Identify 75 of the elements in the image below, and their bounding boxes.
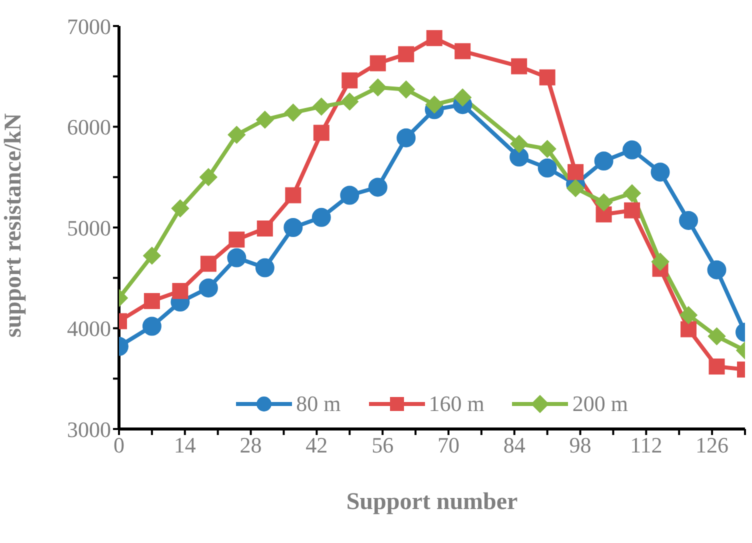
x-tick-label: 42 bbox=[306, 432, 328, 458]
point bbox=[707, 260, 726, 280]
point bbox=[284, 104, 302, 122]
y-tick-label: 5000 bbox=[67, 215, 111, 240]
point bbox=[340, 92, 359, 111]
point bbox=[199, 168, 218, 186]
point bbox=[227, 248, 246, 268]
point bbox=[624, 202, 640, 218]
point bbox=[396, 128, 416, 148]
point bbox=[453, 88, 472, 107]
point bbox=[594, 193, 613, 212]
point bbox=[228, 126, 246, 144]
point bbox=[650, 162, 670, 182]
point bbox=[255, 258, 274, 278]
point bbox=[340, 186, 360, 205]
point bbox=[172, 282, 188, 299]
x-tick-label: 126 bbox=[696, 432, 729, 458]
point bbox=[594, 152, 614, 171]
point bbox=[679, 210, 698, 230]
point bbox=[454, 43, 471, 60]
x-tick-label: 0 bbox=[114, 432, 124, 458]
point bbox=[284, 218, 303, 237]
point bbox=[256, 220, 273, 237]
point bbox=[198, 278, 218, 298]
point bbox=[370, 55, 386, 72]
point bbox=[397, 80, 416, 99]
y-axis-title: support resistance/kN bbox=[0, 112, 27, 338]
point bbox=[142, 246, 162, 265]
point bbox=[510, 147, 529, 166]
point bbox=[680, 321, 697, 338]
point bbox=[596, 206, 612, 222]
point bbox=[171, 199, 190, 218]
point bbox=[312, 208, 331, 227]
point bbox=[566, 179, 585, 198]
y-tick-label: 6000 bbox=[67, 114, 111, 140]
point bbox=[368, 78, 387, 97]
x-axis-title: Support number bbox=[346, 489, 518, 515]
legend-label: 80 m bbox=[296, 391, 341, 417]
point bbox=[622, 184, 642, 202]
point bbox=[426, 30, 442, 46]
point bbox=[425, 95, 444, 114]
point bbox=[539, 69, 556, 86]
point bbox=[511, 58, 528, 74]
point bbox=[228, 232, 245, 248]
point bbox=[368, 178, 388, 197]
x-tick-label: 112 bbox=[630, 432, 662, 458]
point bbox=[568, 164, 584, 180]
x-tick-label: 98 bbox=[569, 432, 592, 458]
point bbox=[651, 252, 670, 271]
y-tick-label: 4000 bbox=[67, 316, 111, 342]
x-tick-label: 70 bbox=[437, 432, 460, 458]
y-tick-label: 3000 bbox=[67, 416, 111, 442]
point bbox=[398, 46, 414, 62]
point bbox=[142, 316, 162, 336]
legend-label: 200 m bbox=[572, 391, 628, 417]
point bbox=[313, 124, 330, 141]
point bbox=[144, 293, 160, 310]
point bbox=[342, 72, 358, 88]
point bbox=[708, 327, 726, 346]
x-tick-label: 28 bbox=[240, 432, 262, 458]
point bbox=[622, 140, 642, 160]
x-tick-label: 56 bbox=[372, 432, 394, 458]
legend-label: 160 m bbox=[428, 391, 484, 417]
point bbox=[285, 187, 302, 204]
point bbox=[538, 158, 557, 178]
point bbox=[256, 110, 274, 129]
point bbox=[538, 140, 556, 158]
y-tick-label: 7000 bbox=[67, 14, 111, 39]
point bbox=[679, 306, 698, 324]
point bbox=[708, 358, 725, 375]
point bbox=[200, 256, 216, 272]
x-tick-label: 14 bbox=[174, 432, 196, 458]
x-tick-label: 84 bbox=[503, 432, 526, 458]
point bbox=[510, 134, 528, 153]
point bbox=[312, 98, 330, 116]
